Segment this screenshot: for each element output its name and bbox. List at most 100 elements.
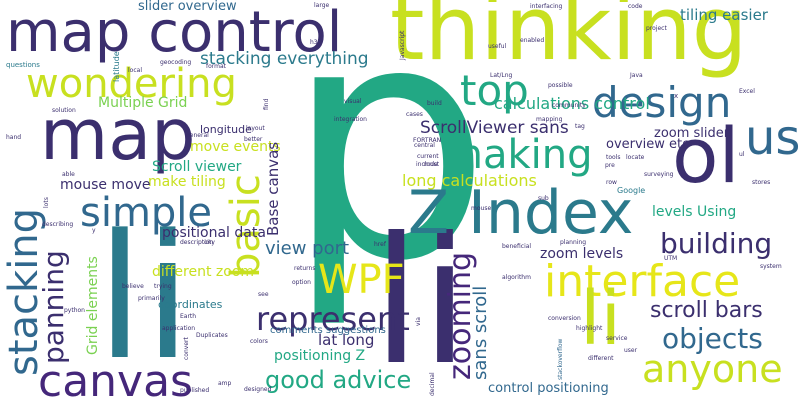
- cloud-word: project: [646, 25, 667, 32]
- cloud-word: community: [552, 102, 586, 109]
- cloud-word: decimal: [429, 372, 436, 396]
- cloud-word: lots: [43, 197, 50, 208]
- cloud-word: amp: [218, 380, 232, 387]
- cloud-word: system: [760, 263, 782, 270]
- cloud-word: map control: [6, 0, 343, 65]
- cloud-word: useful: [488, 43, 507, 50]
- cloud-word: canvas: [38, 356, 193, 400]
- cloud-word: solution: [52, 107, 76, 114]
- cloud-word: service: [606, 335, 628, 342]
- cloud-word: geocoding: [160, 59, 192, 66]
- cloud-word: code: [628, 3, 643, 10]
- cloud-word: top: [460, 66, 529, 115]
- cloud-word: general: [186, 132, 209, 139]
- cloud-word: large: [314, 2, 330, 9]
- cloud-word: move events: [190, 139, 281, 155]
- cloud-word: tiling easier: [680, 6, 768, 24]
- cloud-word: objects: [662, 322, 763, 355]
- cloud-word: mouse move: [60, 177, 151, 193]
- cloud-word: Scroll viewer: [152, 159, 242, 175]
- cloud-word: ScrollViewer sans: [420, 118, 569, 138]
- cloud-word: Javascript: [399, 30, 406, 60]
- cloud-word: trying: [154, 283, 172, 290]
- cloud-word: via: [415, 317, 422, 326]
- cloud-word: conversion: [548, 315, 581, 322]
- cloud-word: Duplicates: [196, 332, 228, 339]
- cloud-word: Grid elements: [85, 256, 101, 355]
- cloud-word: beneficial: [502, 243, 532, 250]
- cloud-word: local: [128, 67, 142, 74]
- cloud-word: designed: [244, 386, 272, 393]
- cloud-word: tag: [575, 123, 585, 130]
- cloud-word: long calculations: [402, 171, 537, 190]
- cloud-word: overview etc: [606, 137, 690, 152]
- cloud-word: zoom levels: [540, 246, 624, 262]
- cloud-word: stacking everything: [200, 49, 369, 69]
- cloud-word: city: [204, 239, 215, 246]
- cloud-word: Base canvas: [264, 141, 282, 236]
- cloud-word: format: [206, 63, 227, 70]
- cloud-word: see: [258, 291, 269, 298]
- cloud-word: able: [62, 171, 75, 178]
- cloud-word: view port: [265, 238, 350, 259]
- cloud-word: map: [40, 94, 196, 176]
- cloud-word: find: [263, 98, 270, 110]
- cloud-word: mouse: [471, 205, 492, 212]
- cloud-word: href: [374, 241, 386, 248]
- cloud-word: highlight: [576, 325, 603, 332]
- cloud-word: different: [588, 355, 614, 362]
- cloud-word: build: [427, 100, 442, 107]
- cloud-word: anyone: [642, 347, 783, 391]
- cloud-word: Google: [617, 186, 646, 195]
- cloud-word: li: [372, 201, 470, 400]
- cloud-word: latitude: [112, 51, 121, 82]
- cloud-word: UTM: [664, 255, 678, 262]
- cloud-word: building: [660, 227, 773, 260]
- cloud-word: describing: [42, 221, 74, 228]
- cloud-word: colors: [250, 338, 268, 345]
- cloud-word: central: [414, 142, 435, 149]
- cloud-word: positional data: [162, 225, 266, 241]
- cloud-word: integration: [334, 116, 367, 123]
- cloud-word: pre: [605, 162, 615, 169]
- cloud-word: stores: [752, 179, 771, 186]
- cloud-word: positioning Z: [274, 348, 366, 364]
- cloud-word: lat long: [318, 331, 375, 349]
- cloud-word: thinking: [390, 0, 748, 80]
- cloud-word: h3: [310, 39, 318, 46]
- cloud-word: questions: [6, 61, 40, 69]
- cloud-word: li: [580, 276, 622, 362]
- cloud-word: locate: [626, 154, 645, 161]
- cloud-word: current: [417, 153, 439, 160]
- cloud-word: li: [96, 197, 192, 398]
- cloud-word: primarily: [138, 295, 165, 302]
- cloud-word: x: [674, 92, 679, 100]
- cloud-word: algorithm: [502, 274, 531, 281]
- cloud-word: Z Index: [408, 178, 634, 248]
- cloud-word: visual: [344, 98, 362, 105]
- cloud-word: sans scroll: [470, 285, 491, 380]
- cloud-word: surveying: [644, 171, 674, 178]
- cloud-word: hand: [6, 134, 22, 141]
- cloud-word: convert: [183, 337, 190, 360]
- cloud-word: FORTRAN: [413, 137, 442, 144]
- cloud-word: description: [180, 239, 214, 246]
- cloud-word: stackoverflow: [557, 338, 564, 380]
- cloud-word: ul: [739, 151, 745, 158]
- cloud-word: Earth: [180, 313, 197, 320]
- cloud-word: cases: [406, 111, 423, 118]
- cloud-word: different zoom: [152, 264, 255, 280]
- cloud-word: believe: [122, 283, 144, 290]
- cloud-word: tools: [606, 154, 621, 161]
- cloud-word: y: [92, 227, 96, 234]
- cloud-word: Lat/Lng: [490, 72, 513, 79]
- cloud-word: enabled: [520, 37, 545, 44]
- cloud-word: sub: [538, 195, 549, 202]
- cloud-word: WPF: [318, 257, 405, 303]
- cloud-word: Excel: [739, 88, 755, 95]
- cloud-word: possible: [548, 82, 573, 89]
- cloud-word: control positioning: [488, 381, 609, 396]
- cloud-word: design: [592, 78, 732, 127]
- cloud-word: better: [244, 136, 263, 143]
